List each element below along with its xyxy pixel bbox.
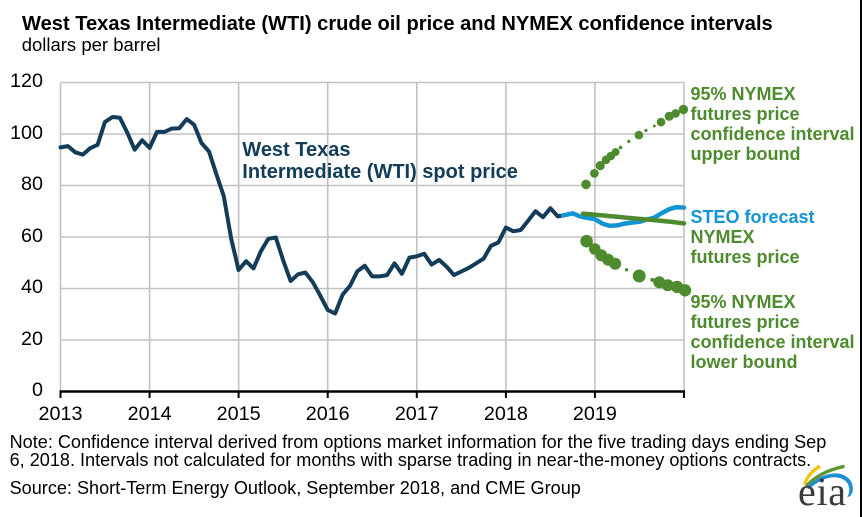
svg-text:eia: eia [798,469,846,514]
